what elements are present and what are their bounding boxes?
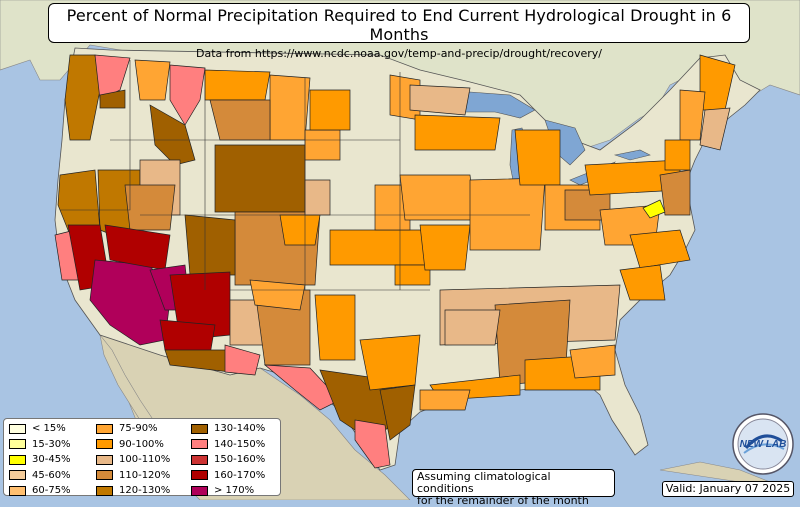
legend-label: 15-30% bbox=[32, 438, 71, 450]
legend-swatch bbox=[9, 454, 26, 465]
legend-swatch bbox=[191, 439, 208, 450]
legend-swatch bbox=[96, 470, 113, 481]
legend-item: 110-120% bbox=[96, 468, 170, 484]
legend-label: < 15% bbox=[32, 423, 66, 435]
legend-label: 120-130% bbox=[119, 485, 171, 497]
logo-text: NEW LAB bbox=[740, 439, 787, 450]
legend-swatch bbox=[96, 485, 113, 496]
legend-swatch bbox=[9, 423, 26, 434]
legend-swatch bbox=[9, 485, 26, 496]
legend-label: 45-60% bbox=[32, 469, 71, 481]
legend-swatch bbox=[191, 423, 208, 434]
legend-item: 30-45% bbox=[9, 452, 71, 468]
note-line-2: for the remainder of the month bbox=[417, 494, 589, 507]
legend-item: < 15% bbox=[9, 421, 71, 437]
state-borders bbox=[60, 60, 530, 291]
map-subtitle: Data from https://www.ncdc.noaa.gov/temp… bbox=[196, 47, 602, 60]
legend-swatch bbox=[96, 454, 113, 465]
legend-col-3: 130-140% 140-150% 150-160% 160-170% > 170% bbox=[191, 421, 265, 499]
legend-label: 30-45% bbox=[32, 454, 71, 466]
legend-swatch bbox=[96, 439, 113, 450]
note-line-1: Assuming climatological conditions bbox=[417, 470, 551, 495]
legend-swatch bbox=[9, 439, 26, 450]
legend-swatch bbox=[191, 454, 208, 465]
legend-swatch bbox=[191, 470, 208, 481]
legend-label: 130-140% bbox=[214, 423, 266, 435]
legend-item: > 170% bbox=[191, 483, 265, 499]
map-title: Percent of Normal Precipitation Required… bbox=[66, 6, 732, 44]
title-box: Percent of Normal Precipitation Required… bbox=[48, 3, 750, 60]
drought-regions bbox=[54, 54, 736, 469]
legend-item: 160-170% bbox=[191, 468, 265, 484]
legend-label: 100-110% bbox=[119, 454, 171, 466]
assumption-note: Assuming climatological conditions for t… bbox=[412, 469, 615, 507]
legend-label: 160-170% bbox=[214, 469, 266, 481]
legend-label: 75-90% bbox=[119, 423, 158, 435]
nwlab-logo-icon: NEW LAB bbox=[732, 413, 794, 475]
legend-item: 140-150% bbox=[191, 437, 265, 453]
legend-swatch bbox=[9, 470, 26, 481]
legend-label: 110-120% bbox=[119, 469, 171, 481]
legend-label: 140-150% bbox=[214, 438, 266, 450]
legend: < 15% 15-30% 30-45% 45-60% 60-75% 75-90% 90-1… bbox=[3, 418, 281, 496]
legend-label: 150-160% bbox=[214, 454, 266, 466]
legend-item: 45-60% bbox=[9, 468, 71, 484]
lake-ontario bbox=[613, 149, 651, 161]
legend-item: 100-110% bbox=[96, 452, 170, 468]
legend-item: 120-130% bbox=[96, 483, 170, 499]
legend-item: 75-90% bbox=[96, 421, 170, 437]
legend-item: 15-30% bbox=[9, 437, 71, 453]
legend-item: 90-100% bbox=[96, 437, 170, 453]
legend-label: 90-100% bbox=[119, 438, 164, 450]
legend-item: 60-75% bbox=[9, 483, 71, 499]
valid-date: Valid: January 07 2025 bbox=[662, 481, 794, 497]
legend-item: 130-140% bbox=[191, 421, 265, 437]
legend-col-2: 75-90% 90-100% 100-110% 110-120% 120-130% bbox=[96, 421, 170, 499]
legend-label: > 170% bbox=[214, 485, 255, 497]
legend-swatch bbox=[191, 485, 208, 496]
legend-item: 150-160% bbox=[191, 452, 265, 468]
legend-col-1: < 15% 15-30% 30-45% 45-60% 60-75% bbox=[9, 421, 71, 499]
legend-label: 60-75% bbox=[32, 485, 71, 497]
legend-swatch bbox=[96, 423, 113, 434]
